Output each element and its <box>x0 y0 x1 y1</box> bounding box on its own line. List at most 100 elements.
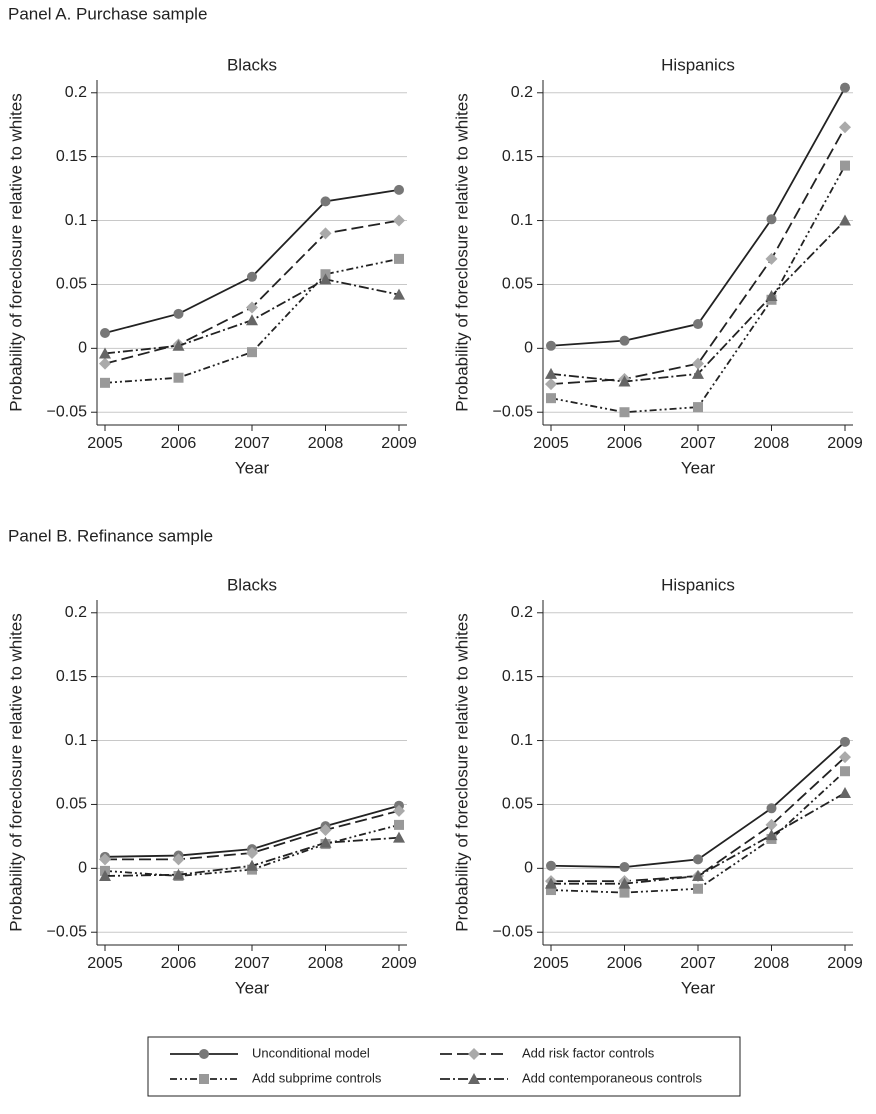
point <box>840 160 850 171</box>
legend-item: Add contemporaneous controls <box>440 1070 702 1085</box>
point <box>618 877 631 889</box>
legend-label: Add risk factor controls <box>522 1045 655 1060</box>
point <box>766 803 777 814</box>
point <box>693 854 703 865</box>
point <box>172 339 185 351</box>
y-tick-label: 0.1 <box>511 212 533 229</box>
point <box>393 214 405 227</box>
y-tick-label: 0.15 <box>502 668 533 685</box>
point <box>546 340 556 351</box>
y-tick-label: 0 <box>78 340 87 357</box>
y-tick-label: 0.15 <box>56 668 87 685</box>
chart-title: Blacks <box>227 55 277 74</box>
y-tick-label: 0 <box>78 860 87 877</box>
x-axis-label: Year <box>681 458 716 477</box>
x-tick-label: 2009 <box>827 435 863 452</box>
point <box>173 372 184 383</box>
point <box>320 196 331 207</box>
x-tick-label: 2008 <box>754 955 790 972</box>
point <box>692 357 704 370</box>
point <box>765 252 778 265</box>
point <box>839 121 851 134</box>
legend-item: Add subprime controls <box>170 1070 382 1085</box>
x-tick-label: 2007 <box>680 955 716 972</box>
x-axis-label: Year <box>235 458 270 477</box>
y-tick-label: 0.1 <box>65 732 87 749</box>
point <box>319 227 332 240</box>
y-tick-label: −0.05 <box>493 923 534 940</box>
point <box>99 853 111 866</box>
point <box>247 271 257 282</box>
point <box>839 751 851 764</box>
point <box>99 347 111 359</box>
y-tick-label: 0.15 <box>502 148 533 165</box>
x-tick-label: 2006 <box>161 435 197 452</box>
x-tick-label: 2005 <box>533 955 569 972</box>
point <box>545 378 557 391</box>
point <box>246 859 258 871</box>
point <box>319 273 332 285</box>
x-tick-label: 2005 <box>533 435 569 452</box>
y-axis-label: Probability of foreclosure relative to w… <box>452 613 471 931</box>
series-line <box>550 126 846 386</box>
y-tick-label: 0.1 <box>511 732 533 749</box>
y-tick-label: 0.15 <box>56 148 87 165</box>
point <box>840 736 850 747</box>
point <box>545 367 557 379</box>
y-tick-label: 0.2 <box>511 604 533 621</box>
y-tick-label: 0 <box>524 340 533 357</box>
y-tick-label: −0.05 <box>47 923 88 940</box>
point <box>693 402 703 413</box>
point <box>246 847 258 859</box>
point <box>692 367 704 379</box>
point <box>618 375 631 387</box>
y-tick-label: 0.05 <box>56 276 87 293</box>
point <box>393 804 405 817</box>
point <box>393 288 405 300</box>
point <box>619 862 630 873</box>
point <box>173 308 184 319</box>
x-tick-label: 2005 <box>87 435 123 452</box>
x-tick-label: 2009 <box>381 955 417 972</box>
point <box>394 819 404 830</box>
point <box>765 829 778 841</box>
point <box>839 786 851 798</box>
point <box>393 831 405 843</box>
point <box>619 335 630 346</box>
y-tick-label: 0 <box>524 860 533 877</box>
point <box>246 301 258 314</box>
y-tick-label: 0.2 <box>65 84 87 101</box>
y-axis-label: Probability of foreclosure relative to w… <box>6 613 25 931</box>
x-axis-label: Year <box>235 978 270 997</box>
x-tick-label: 2008 <box>308 955 344 972</box>
y-tick-label: 0.05 <box>502 276 533 293</box>
x-tick-label: 2008 <box>308 435 344 452</box>
y-tick-label: −0.05 <box>493 403 534 420</box>
chart-title: Hispanics <box>661 575 735 594</box>
point <box>247 347 257 358</box>
y-tick-label: 0.05 <box>502 796 533 813</box>
y-axis-label: Probability of foreclosure relative to w… <box>6 93 25 411</box>
legend-marker <box>199 1074 209 1084</box>
point <box>246 314 258 326</box>
point <box>619 407 630 418</box>
legend-marker <box>468 1073 480 1084</box>
point <box>394 253 404 264</box>
point <box>319 824 332 836</box>
point <box>100 328 110 338</box>
point <box>545 877 557 889</box>
point <box>319 836 332 848</box>
point <box>693 883 703 894</box>
legend-marker <box>199 1049 209 1059</box>
point <box>546 393 556 404</box>
y-tick-label: 0.1 <box>65 212 87 229</box>
legend-label: Add subprime controls <box>252 1070 382 1085</box>
point <box>765 289 778 301</box>
legend-box <box>147 1036 741 1097</box>
panel-title: Panel B. Refinance sample <box>8 526 213 545</box>
point <box>619 887 630 898</box>
series-line <box>550 87 846 347</box>
point <box>172 853 185 866</box>
point <box>546 860 556 871</box>
point <box>394 184 404 195</box>
